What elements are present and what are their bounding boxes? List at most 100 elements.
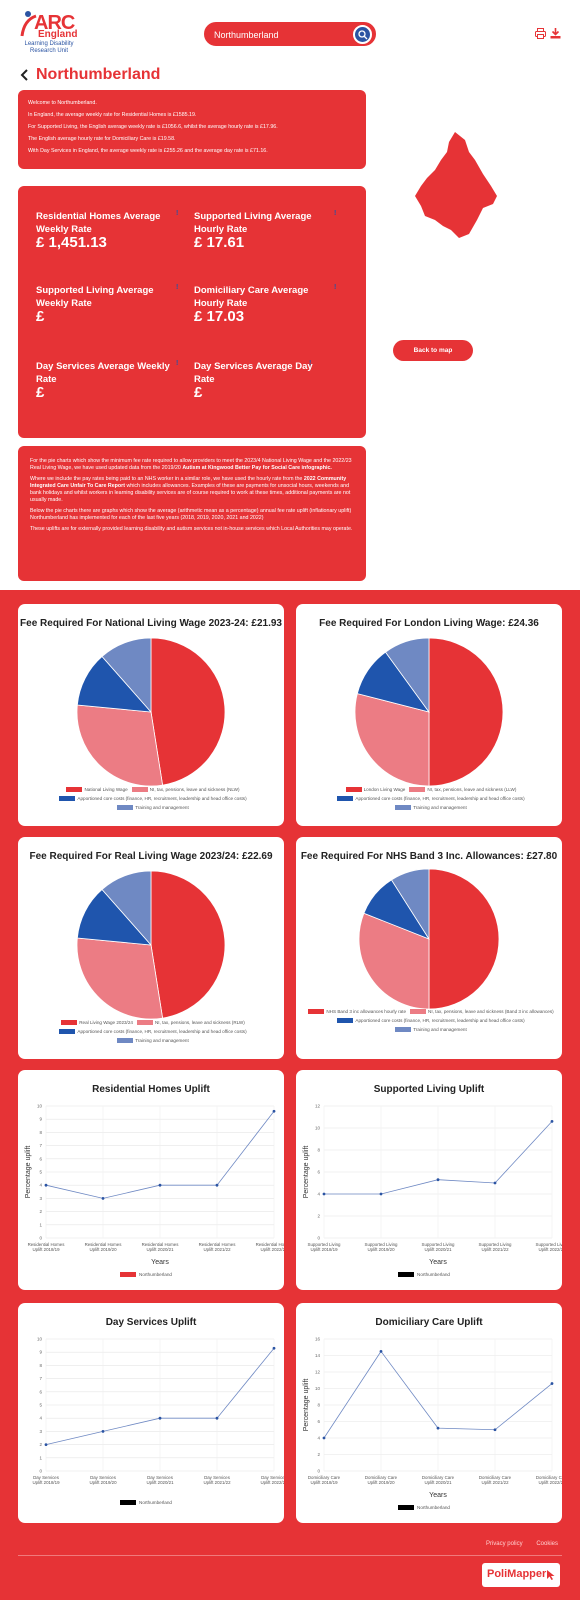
y-tick-label: 6: [39, 1389, 42, 1394]
data-point[interactable]: [550, 1120, 554, 1123]
data-point[interactable]: [379, 1349, 383, 1353]
legend-swatch[interactable]: [398, 1272, 414, 1277]
legend-item[interactable]: Training and management: [391, 1027, 467, 1033]
pie-slice[interactable]: [384, 637, 430, 714]
data-point[interactable]: [215, 1416, 219, 1420]
infographic-link[interactable]: Autism at Kingwood Better Pay for Social…: [182, 465, 332, 471]
rate-value: £ 17.03: [194, 308, 245, 325]
cookies-link[interactable]: Cookies: [536, 1541, 558, 1547]
info-icon[interactable]: !: [309, 360, 312, 367]
data-point[interactable]: [44, 1443, 48, 1446]
legend-swatch: [409, 787, 426, 793]
legend-swatch[interactable]: [398, 1505, 414, 1510]
back-chevron-icon[interactable]: [18, 68, 32, 82]
data-point[interactable]: [322, 1192, 326, 1196]
legend-swatch: [61, 1020, 78, 1026]
y-axis-label: Percentage uplift: [303, 1379, 310, 1432]
rate-label: Domiciliary Care Average Hourly Rate: [194, 285, 309, 309]
legend-item[interactable]: NHS Band 3 inc allowances hourly rate: [304, 1009, 406, 1015]
pie-slice[interactable]: [101, 870, 152, 947]
legend-item[interactable]: Apportioned core costs (finance, HR, rec…: [55, 796, 247, 802]
legend-label[interactable]: Northumberland: [139, 1272, 172, 1277]
pie-slice[interactable]: [101, 637, 152, 714]
download-icon[interactable]: [550, 28, 561, 39]
data-point[interactable]: [322, 1436, 326, 1440]
info-icon[interactable]: !: [334, 210, 337, 217]
legend-label: London Living Wage: [363, 787, 406, 792]
legend-label: Real Living Wage 2023/24: [79, 1020, 133, 1025]
pie-slice[interactable]: [76, 704, 164, 787]
legend-swatch[interactable]: [120, 1500, 136, 1505]
report-link[interactable]: 2022 Community Integrated Care Unfair To…: [30, 476, 347, 489]
legend-item[interactable]: Apportioned core costs (finance, HR, rec…: [333, 796, 525, 802]
legend-label[interactable]: Northumberland: [417, 1505, 450, 1510]
legend-item[interactable]: Training and management: [391, 805, 467, 811]
data-point[interactable]: [158, 1416, 162, 1420]
data-point[interactable]: [379, 1192, 383, 1196]
data-point[interactable]: [272, 1346, 276, 1350]
legend-item[interactable]: NI, tax, pensions, leave and sickness (L…: [405, 787, 516, 793]
pie-slice[interactable]: [354, 693, 430, 787]
info-icon[interactable]: !: [176, 284, 179, 291]
x-tick-label: Day Services Uplift 2020/21: [146, 1475, 174, 1485]
y-tick-label: 12: [315, 1104, 321, 1109]
search-button[interactable]: [353, 25, 372, 44]
pie-slice[interactable]: [76, 937, 164, 1020]
arc-england-logo[interactable]: ARC England Learning Disability Research…: [18, 6, 80, 62]
y-tick-label: 2: [317, 1214, 320, 1219]
y-tick-label: 5: [39, 1170, 42, 1175]
x-axis-label: Years: [429, 1492, 447, 1499]
data-point[interactable]: [493, 1428, 497, 1432]
data-point[interactable]: [158, 1183, 162, 1187]
pie-slice[interactable]: [428, 637, 504, 787]
legend-item[interactable]: Apportioned core costs (finance, HR, rec…: [55, 1029, 247, 1035]
legend-label[interactable]: Northumberland: [417, 1272, 450, 1277]
legend-swatch[interactable]: [120, 1272, 136, 1277]
pie-slice[interactable]: [358, 912, 430, 1010]
logo-figure-icon: [20, 11, 37, 37]
rate-label: Residential Homes Average Weekly Rate: [36, 211, 161, 235]
print-icon[interactable]: [535, 28, 546, 39]
data-point[interactable]: [101, 1197, 105, 1200]
legend-label[interactable]: Northumberland: [139, 1500, 172, 1505]
data-point[interactable]: [215, 1183, 219, 1187]
x-tick-label: Supported Living Uplift 2019/20: [365, 1242, 399, 1252]
data-point[interactable]: [101, 1430, 105, 1433]
info-icon[interactable]: !: [176, 360, 179, 367]
polimapper-logo[interactable]: PoliMapper: [482, 1563, 560, 1587]
data-point[interactable]: [436, 1426, 440, 1430]
pie-slice[interactable]: [150, 870, 226, 1019]
data-point[interactable]: [493, 1181, 497, 1185]
pie-card-nhs: Fee Required For NHS Band 3 Inc. Allowan…: [296, 837, 562, 1059]
legend-item[interactable]: Real Living Wage 2023/24: [57, 1020, 133, 1026]
northumberland-map[interactable]: [413, 130, 503, 240]
pie-slice[interactable]: [428, 868, 500, 1010]
x-tick-label: Domiciliary Care Uplift 2020/21: [422, 1475, 455, 1485]
data-point[interactable]: [44, 1183, 48, 1187]
data-point[interactable]: [436, 1178, 440, 1182]
legend-item[interactable]: Training and management: [113, 805, 189, 811]
privacy-policy-link[interactable]: Privacy policy: [485, 1541, 523, 1547]
pie-slice[interactable]: [390, 868, 430, 941]
y-tick-label: 0: [317, 1236, 320, 1241]
back-to-map-button[interactable]: Back to map: [393, 340, 473, 361]
data-point[interactable]: [272, 1109, 276, 1113]
y-tick-label: 4: [39, 1183, 42, 1188]
search-input[interactable]: [214, 27, 349, 43]
legend-item[interactable]: National Living Wage: [62, 787, 128, 793]
intro-line: In England, the average weekly rate for …: [28, 112, 197, 118]
pie-slice[interactable]: [150, 637, 226, 786]
legend-item[interactable]: NI, tax, pensions, leave and sickness (B…: [406, 1009, 554, 1015]
legend-item[interactable]: Training and management: [113, 1038, 189, 1044]
legend-label: Training and management: [135, 1038, 189, 1043]
info-icon[interactable]: !: [334, 284, 337, 291]
data-point[interactable]: [550, 1382, 554, 1385]
chart-title: Fee Required For London Living Wage: £24…: [319, 618, 539, 629]
legend-item[interactable]: Apportioned core costs (finance, HR, rec…: [333, 1018, 525, 1024]
legend-item[interactable]: NI, tax, pensions, leave and sickness (N…: [128, 787, 240, 793]
chart-title: Domiciliary Care Uplift: [375, 1317, 483, 1328]
rate-label: Day Services Average Day Rate: [194, 361, 313, 385]
legend-item[interactable]: London Living Wage: [342, 787, 406, 793]
info-icon[interactable]: !: [176, 210, 179, 217]
legend-item[interactable]: NI, tax, pensions, leave and sickness (R…: [133, 1020, 245, 1026]
